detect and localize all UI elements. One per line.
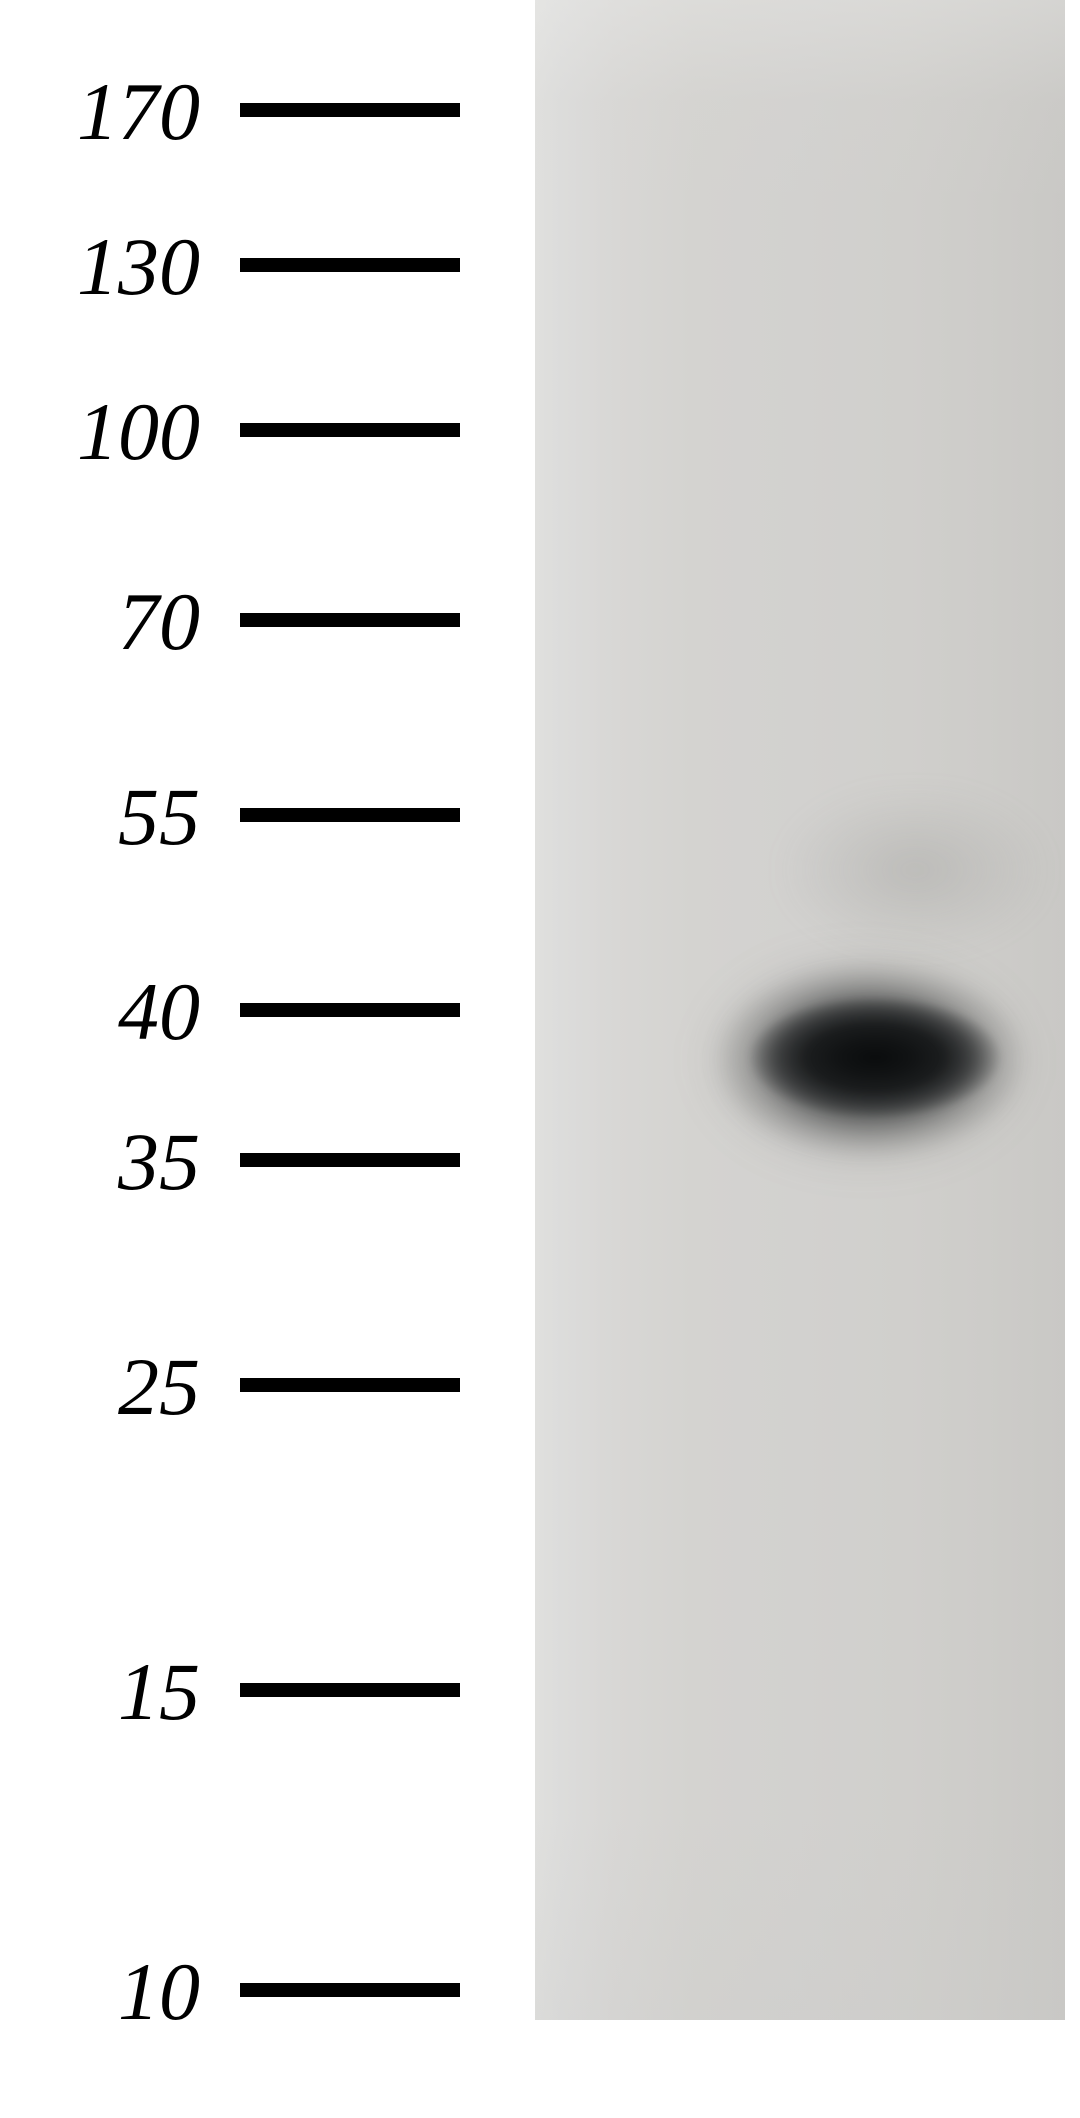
marker-label: 55 [20, 770, 200, 864]
molecular-weight-ladder: 170 130 100 70 55 40 35 25 [0, 0, 520, 2118]
marker-label: 15 [20, 1645, 200, 1739]
marker-100: 100 [0, 385, 520, 475]
marker-tick [240, 1003, 460, 1017]
marker-tick [240, 423, 460, 437]
marker-25: 25 [0, 1340, 520, 1430]
marker-label: 40 [20, 965, 200, 1059]
marker-15: 15 [0, 1645, 520, 1735]
marker-70: 70 [0, 575, 520, 665]
marker-55: 55 [0, 770, 520, 860]
marker-tick [240, 613, 460, 627]
main-protein-band [730, 980, 1020, 1135]
marker-label: 10 [20, 1945, 200, 2039]
marker-10: 10 [0, 1945, 520, 2035]
marker-tick [240, 1683, 460, 1697]
marker-35: 35 [0, 1115, 520, 1205]
marker-130: 130 [0, 220, 520, 310]
marker-label: 170 [20, 65, 200, 159]
marker-tick [240, 1153, 460, 1167]
blot-membrane-lane [535, 0, 1065, 2020]
marker-label: 35 [20, 1115, 200, 1209]
marker-170: 170 [0, 65, 520, 155]
marker-tick [240, 103, 460, 117]
marker-tick [240, 258, 460, 272]
western-blot-figure: 170 130 100 70 55 40 35 25 [0, 0, 1080, 2118]
marker-tick [240, 1983, 460, 1997]
marker-tick [240, 808, 460, 822]
marker-40: 40 [0, 965, 520, 1055]
marker-tick [240, 1378, 460, 1392]
marker-label: 70 [20, 575, 200, 669]
marker-label: 130 [20, 220, 200, 314]
marker-label: 25 [20, 1340, 200, 1434]
marker-label: 100 [20, 385, 200, 479]
